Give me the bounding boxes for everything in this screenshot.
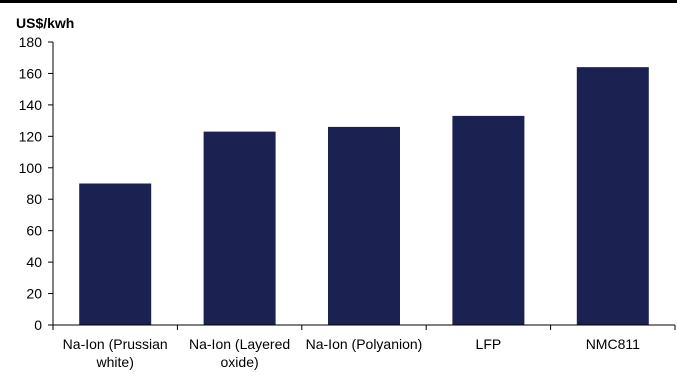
y-tick-label: 0	[34, 317, 42, 333]
bars	[79, 67, 649, 326]
y-tick-label: 20	[26, 286, 42, 302]
y-tick-label: 40	[26, 254, 42, 270]
y-tick-label: 180	[19, 34, 43, 50]
x-category-label: white)	[96, 354, 134, 370]
bar	[79, 183, 152, 325]
y-tick-label: 100	[19, 160, 43, 176]
x-category-label: Na-Ion (Prussian	[63, 336, 168, 352]
x-category-label: Na-Ion (Layered	[189, 336, 290, 352]
x-category-label: NMC811	[586, 336, 640, 352]
y-axis-ticks: 0 20 40 60 80 100 120 140 160 180	[19, 34, 53, 333]
y-tick-label: 60	[26, 223, 42, 239]
y-tick-label: 160	[19, 65, 43, 81]
y-tick-label: 120	[19, 128, 43, 144]
bar	[452, 115, 525, 326]
bar	[576, 67, 649, 326]
y-tick-label: 80	[26, 191, 42, 207]
x-category-label: oxide)	[221, 354, 259, 370]
bar	[328, 126, 400, 326]
header-rule	[0, 0, 677, 3]
x-category-label: LFP	[476, 336, 502, 352]
y-tick-label: 140	[19, 97, 43, 113]
x-category-label: Na-Ion (Polyanion)	[306, 336, 423, 352]
bar	[203, 131, 276, 325]
y-unit-label: US$/kwh	[16, 15, 74, 31]
x-axis-labels: Na-Ion (Prussian white) Na-Ion (Layered oxi…	[63, 336, 640, 370]
axes	[52, 42, 676, 330]
